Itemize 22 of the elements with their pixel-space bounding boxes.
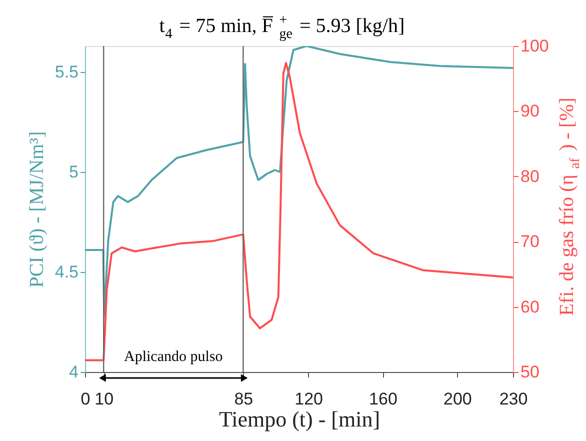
y2-tick-label: 70 [520,232,540,252]
y2-tick-label: 80 [520,166,540,186]
y2-axis-title: Efi. de gas frío (ηaf) - [%] [556,98,583,316]
line-series [85,46,513,317]
y2-tick-label: 100 [520,36,549,56]
x-axis-title: Tiempo (t) - [min] [218,406,380,432]
y2-tick-label: 90 [520,102,540,121]
y-tick-label: 4.5 [54,262,78,282]
y2-tick-label: 50 [520,362,540,382]
y-tick-label: 5.5 [54,62,78,82]
x-tick-label: 160 [369,390,398,408]
x-tick-label: 200 [443,390,472,408]
x-tick-label: 10 [94,390,114,408]
x-tick-label: 120 [294,390,323,408]
x-tick-label: 85 [234,390,254,408]
y-axis-title: PCI (ϑ) - [MJ/Nm³] [26,131,48,288]
y2-tick-label: 60 [520,297,540,316]
x-tick-label: 230 [499,390,528,408]
y-tick-label: 5 [69,162,78,182]
annotation: Aplicando pulso [124,349,223,365]
y-tick-label: 4 [69,362,78,382]
x-tick-label: 0 [80,390,90,408]
